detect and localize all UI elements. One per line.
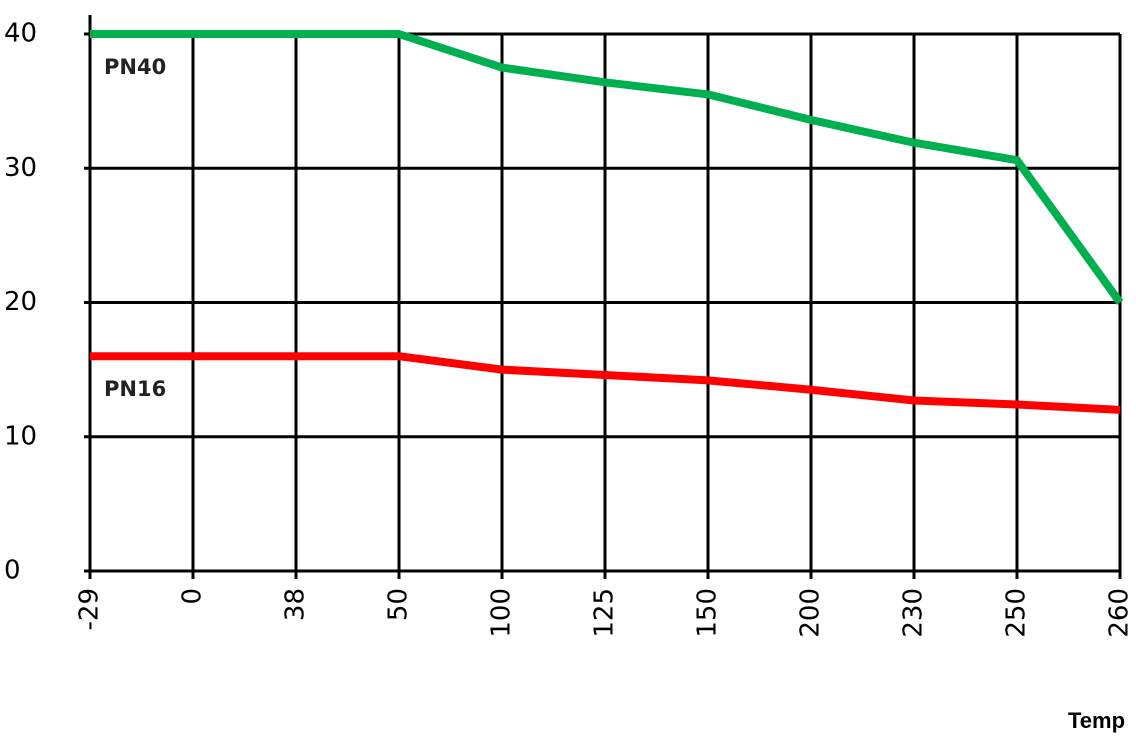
- x-tick-label: 100: [487, 588, 517, 638]
- x-tick-label: 125: [590, 588, 620, 638]
- series-label: PN40: [104, 55, 166, 79]
- y-tick-label: 0: [4, 556, 21, 586]
- x-tick-label: 50: [384, 588, 414, 621]
- y-tick-label: 30: [4, 153, 37, 183]
- y-tick-label: 20: [4, 287, 37, 317]
- x-tick-label: 0: [178, 588, 208, 605]
- y-tick-label: 10: [4, 421, 37, 451]
- x-tick-label: 150: [693, 588, 723, 638]
- x-tick-label: -29: [75, 588, 105, 630]
- x-axis-title: Temp: [1068, 708, 1125, 733]
- x-tick-label: 200: [796, 588, 826, 638]
- y-tick-label: 40: [4, 19, 37, 49]
- series-label: PN16: [104, 377, 166, 401]
- series-line: [90, 352, 1121, 414]
- series-line: [90, 30, 1124, 305]
- x-tick-label: 38: [281, 588, 311, 621]
- x-tick-label: 250: [1002, 588, 1032, 638]
- x-tick-label: 230: [899, 588, 929, 638]
- x-tick-label: 260: [1105, 588, 1135, 638]
